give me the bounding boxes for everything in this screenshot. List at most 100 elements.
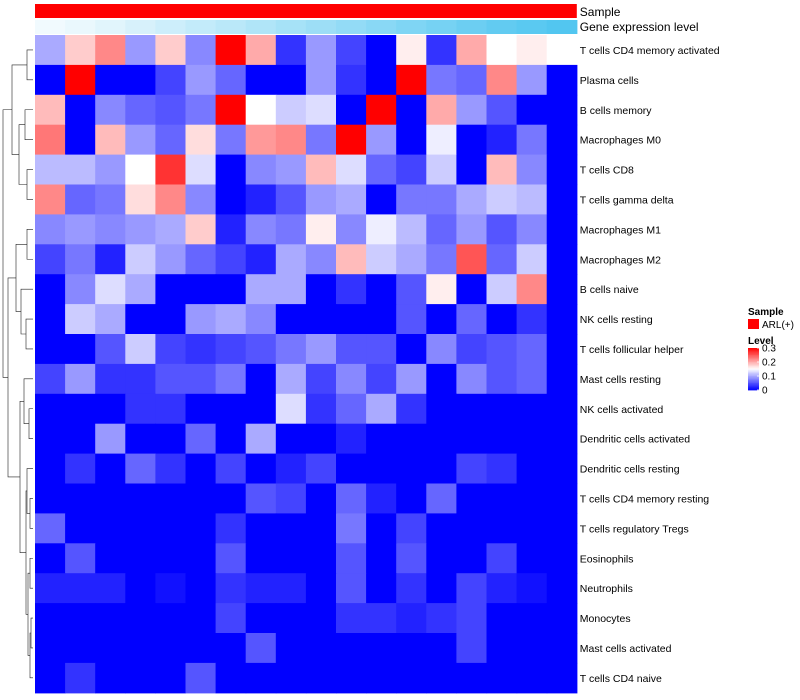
- heatmap-cell: [185, 662, 217, 694]
- heatmap-cell: [275, 423, 307, 455]
- heatmap-cell: [95, 35, 126, 66]
- heatmap-cell: [95, 363, 126, 395]
- heatmap-cell: [336, 573, 367, 604]
- heatmap-cell: [35, 603, 66, 634]
- heatmap-cell: [215, 184, 247, 215]
- heatmap-cell: [35, 124, 66, 156]
- heatmap-cell: [155, 393, 187, 425]
- heatmap-cell: [486, 543, 518, 574]
- heatmap-cell: [95, 184, 126, 215]
- heatmap-cell: [486, 304, 518, 335]
- gene-expression-cell: [245, 20, 277, 34]
- heatmap-cell: [305, 603, 337, 634]
- heatmap-cell: [65, 543, 96, 574]
- row-label: Plasma cells: [580, 75, 639, 87]
- heatmap-cell: [125, 543, 156, 574]
- gene-expression-cell: [95, 20, 126, 34]
- row-label: B cells memory: [580, 105, 653, 117]
- heatmap-cell: [366, 483, 397, 514]
- heatmap-cell: [426, 662, 457, 694]
- legend-color-step: [748, 384, 759, 387]
- heatmap-cell: [95, 483, 126, 514]
- heatmap-cell: [125, 603, 156, 634]
- legend-color-step: [748, 371, 759, 374]
- heatmap-cell: [546, 35, 578, 66]
- heatmap-cell: [215, 453, 247, 485]
- heatmap-cell: [275, 513, 307, 544]
- heatmap-cell: [305, 94, 337, 126]
- heatmap-cell: [305, 184, 337, 215]
- heatmap-cell: [155, 633, 187, 664]
- heatmap-cell: [366, 64, 397, 96]
- dendrogram-branch: [23, 378, 33, 424]
- heatmap-cell: [396, 453, 427, 485]
- heatmap-cell: [35, 423, 66, 455]
- heatmap-cell: [125, 423, 156, 455]
- row-label: Eosinophils: [580, 553, 634, 565]
- row-dendrogram: [2, 49, 33, 679]
- heatmap-cell: [456, 334, 488, 365]
- heatmap-cell: [35, 453, 66, 485]
- heatmap-cell: [336, 35, 367, 66]
- heatmap-cell: [305, 393, 337, 425]
- heatmap-cell: [305, 124, 337, 156]
- gene-expression-cell: [65, 20, 96, 34]
- heatmap-cell: [426, 304, 457, 335]
- gene-expression-cell: [486, 20, 518, 34]
- heatmap-cell: [426, 603, 457, 634]
- heatmap-cell: [336, 423, 367, 455]
- heatmap-cell: [305, 633, 337, 664]
- heatmap-cell: [336, 274, 367, 305]
- heatmap-cell: [426, 483, 457, 514]
- heatmap-cell: [65, 573, 96, 604]
- legend-color-step: [748, 366, 759, 368]
- heatmap-cell: [456, 363, 488, 395]
- heatmap-cell: [426, 124, 457, 156]
- heatmap-cell: [486, 633, 518, 664]
- heatmap-cell: [35, 214, 66, 245]
- heatmap-cell: [155, 543, 187, 574]
- heatmap-cell: [516, 124, 548, 156]
- heatmap-cell: [486, 603, 518, 634]
- heatmap-cell: [396, 363, 427, 395]
- gene-expression-cell: [35, 20, 66, 34]
- row-labels: T cells CD4 memory activated Plasma cells…: [580, 45, 720, 685]
- gene-expression-track-label: Gene expression level: [580, 20, 699, 34]
- heatmap-cell: [65, 633, 96, 664]
- heatmap-cell: [245, 483, 277, 514]
- heatmap-cell: [215, 94, 247, 126]
- heatmap-cell: [366, 154, 397, 186]
- heatmap-cell: [35, 274, 66, 305]
- heatmap-cell: [95, 124, 126, 156]
- heatmap-cell: [95, 154, 126, 186]
- heatmap-cell: [456, 184, 488, 215]
- sample-track-label: Sample: [580, 5, 621, 19]
- heatmap-cell: [155, 214, 187, 245]
- legend-color-step: [748, 353, 759, 356]
- heatmap-cell: [245, 423, 277, 455]
- heatmap-cell: [305, 304, 337, 335]
- heatmap-cell: [546, 64, 578, 96]
- legend-color-step: [748, 356, 759, 359]
- heatmap-cell: [456, 423, 488, 455]
- heatmap-cell: [275, 543, 307, 574]
- heatmap-cell: [35, 35, 66, 66]
- heatmap-cell: [336, 363, 367, 395]
- heatmap-cell: [155, 304, 187, 335]
- heatmap-cell: [516, 363, 548, 395]
- heatmap-cell: [95, 543, 126, 574]
- dendrogram-branch: [25, 318, 33, 350]
- heatmap-cell: [185, 304, 217, 335]
- heatmap-cell: [426, 363, 457, 395]
- heatmap-cell: [486, 334, 518, 365]
- row-label: Macrophages M1: [580, 224, 661, 236]
- heatmap-cell: [245, 513, 277, 544]
- gene-expression-cell: [516, 20, 548, 34]
- heatmap-cell: [336, 543, 367, 574]
- legend-color-step: [748, 380, 759, 382]
- heatmap-cell: [336, 154, 367, 186]
- heatmap-cell: [516, 423, 548, 455]
- heatmap-cell: [215, 513, 247, 544]
- heatmap-cell: [215, 662, 247, 694]
- heatmap-cell: [396, 94, 427, 126]
